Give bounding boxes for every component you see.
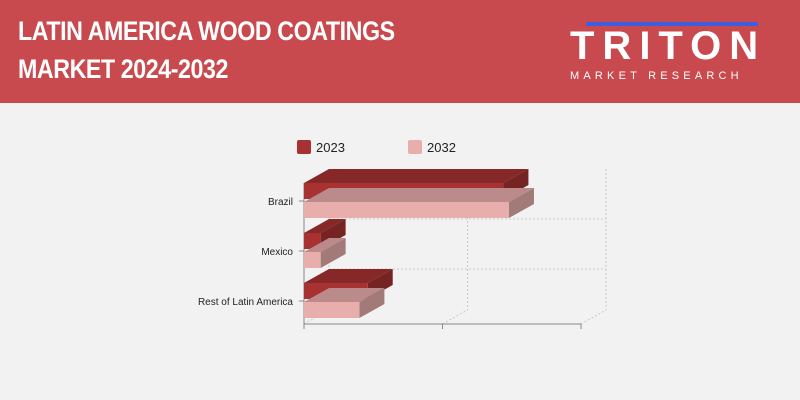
category-label-brazil: Brazil bbox=[268, 197, 293, 208]
bar-front-face bbox=[304, 302, 360, 318]
floor-gridline-2 bbox=[580, 309, 607, 325]
bar-top-face bbox=[304, 238, 346, 252]
title-line-2: MARKET 2024-2032 bbox=[18, 54, 228, 84]
bar-top-face bbox=[304, 188, 534, 202]
category-label-rest-of-latin-america: Rest of Latin America bbox=[198, 297, 293, 308]
logo-subtext: MARKET RESEARCH bbox=[570, 70, 743, 82]
logo-accent-bar bbox=[586, 22, 758, 26]
page-title: LATIN AMERICA WOOD COATINGS MARKET 2024-… bbox=[18, 12, 395, 88]
floor-gridline-1 bbox=[442, 309, 468, 325]
title-line-1: LATIN AMERICA WOOD COATINGS bbox=[18, 16, 395, 46]
legend-label-2023: 2023 bbox=[316, 140, 345, 155]
chart-legend: 2023 2032 bbox=[297, 140, 456, 155]
bar-chart: 2023 2032 Brazil Mexico Rest of Latin Am… bbox=[198, 140, 607, 329]
bar-top-face bbox=[304, 169, 529, 183]
chart-bars bbox=[304, 169, 534, 318]
bar-top-face bbox=[304, 288, 385, 302]
bar-side-face bbox=[320, 238, 346, 268]
bar-rest-of-latin-america-2032 bbox=[304, 288, 385, 318]
category-label-mexico: Mexico bbox=[261, 247, 293, 258]
legend-label-2032: 2032 bbox=[427, 140, 456, 155]
bar-side-face bbox=[508, 188, 534, 218]
header-banner: LATIN AMERICA WOOD COATINGS MARKET 2024-… bbox=[0, 0, 800, 103]
bar-side-face bbox=[359, 288, 385, 318]
bar-front-face bbox=[304, 233, 321, 249]
legend-swatch-2032 bbox=[408, 140, 422, 154]
floor-gridline-0 bbox=[303, 309, 330, 325]
logo-text: TRITON bbox=[570, 24, 767, 68]
bar-top-face bbox=[304, 269, 393, 283]
bar-mexico-2032 bbox=[304, 238, 346, 268]
bar-front-face bbox=[304, 202, 509, 218]
bar-top-face bbox=[304, 219, 346, 233]
legend-swatch-2023 bbox=[297, 140, 311, 154]
triton-logo: TRITON MARKET RESEARCH bbox=[566, 18, 766, 84]
category-labels: Brazil Mexico Rest of Latin America bbox=[198, 197, 293, 308]
bar-front-face bbox=[304, 252, 321, 268]
bar-brazil-2032 bbox=[304, 188, 534, 218]
